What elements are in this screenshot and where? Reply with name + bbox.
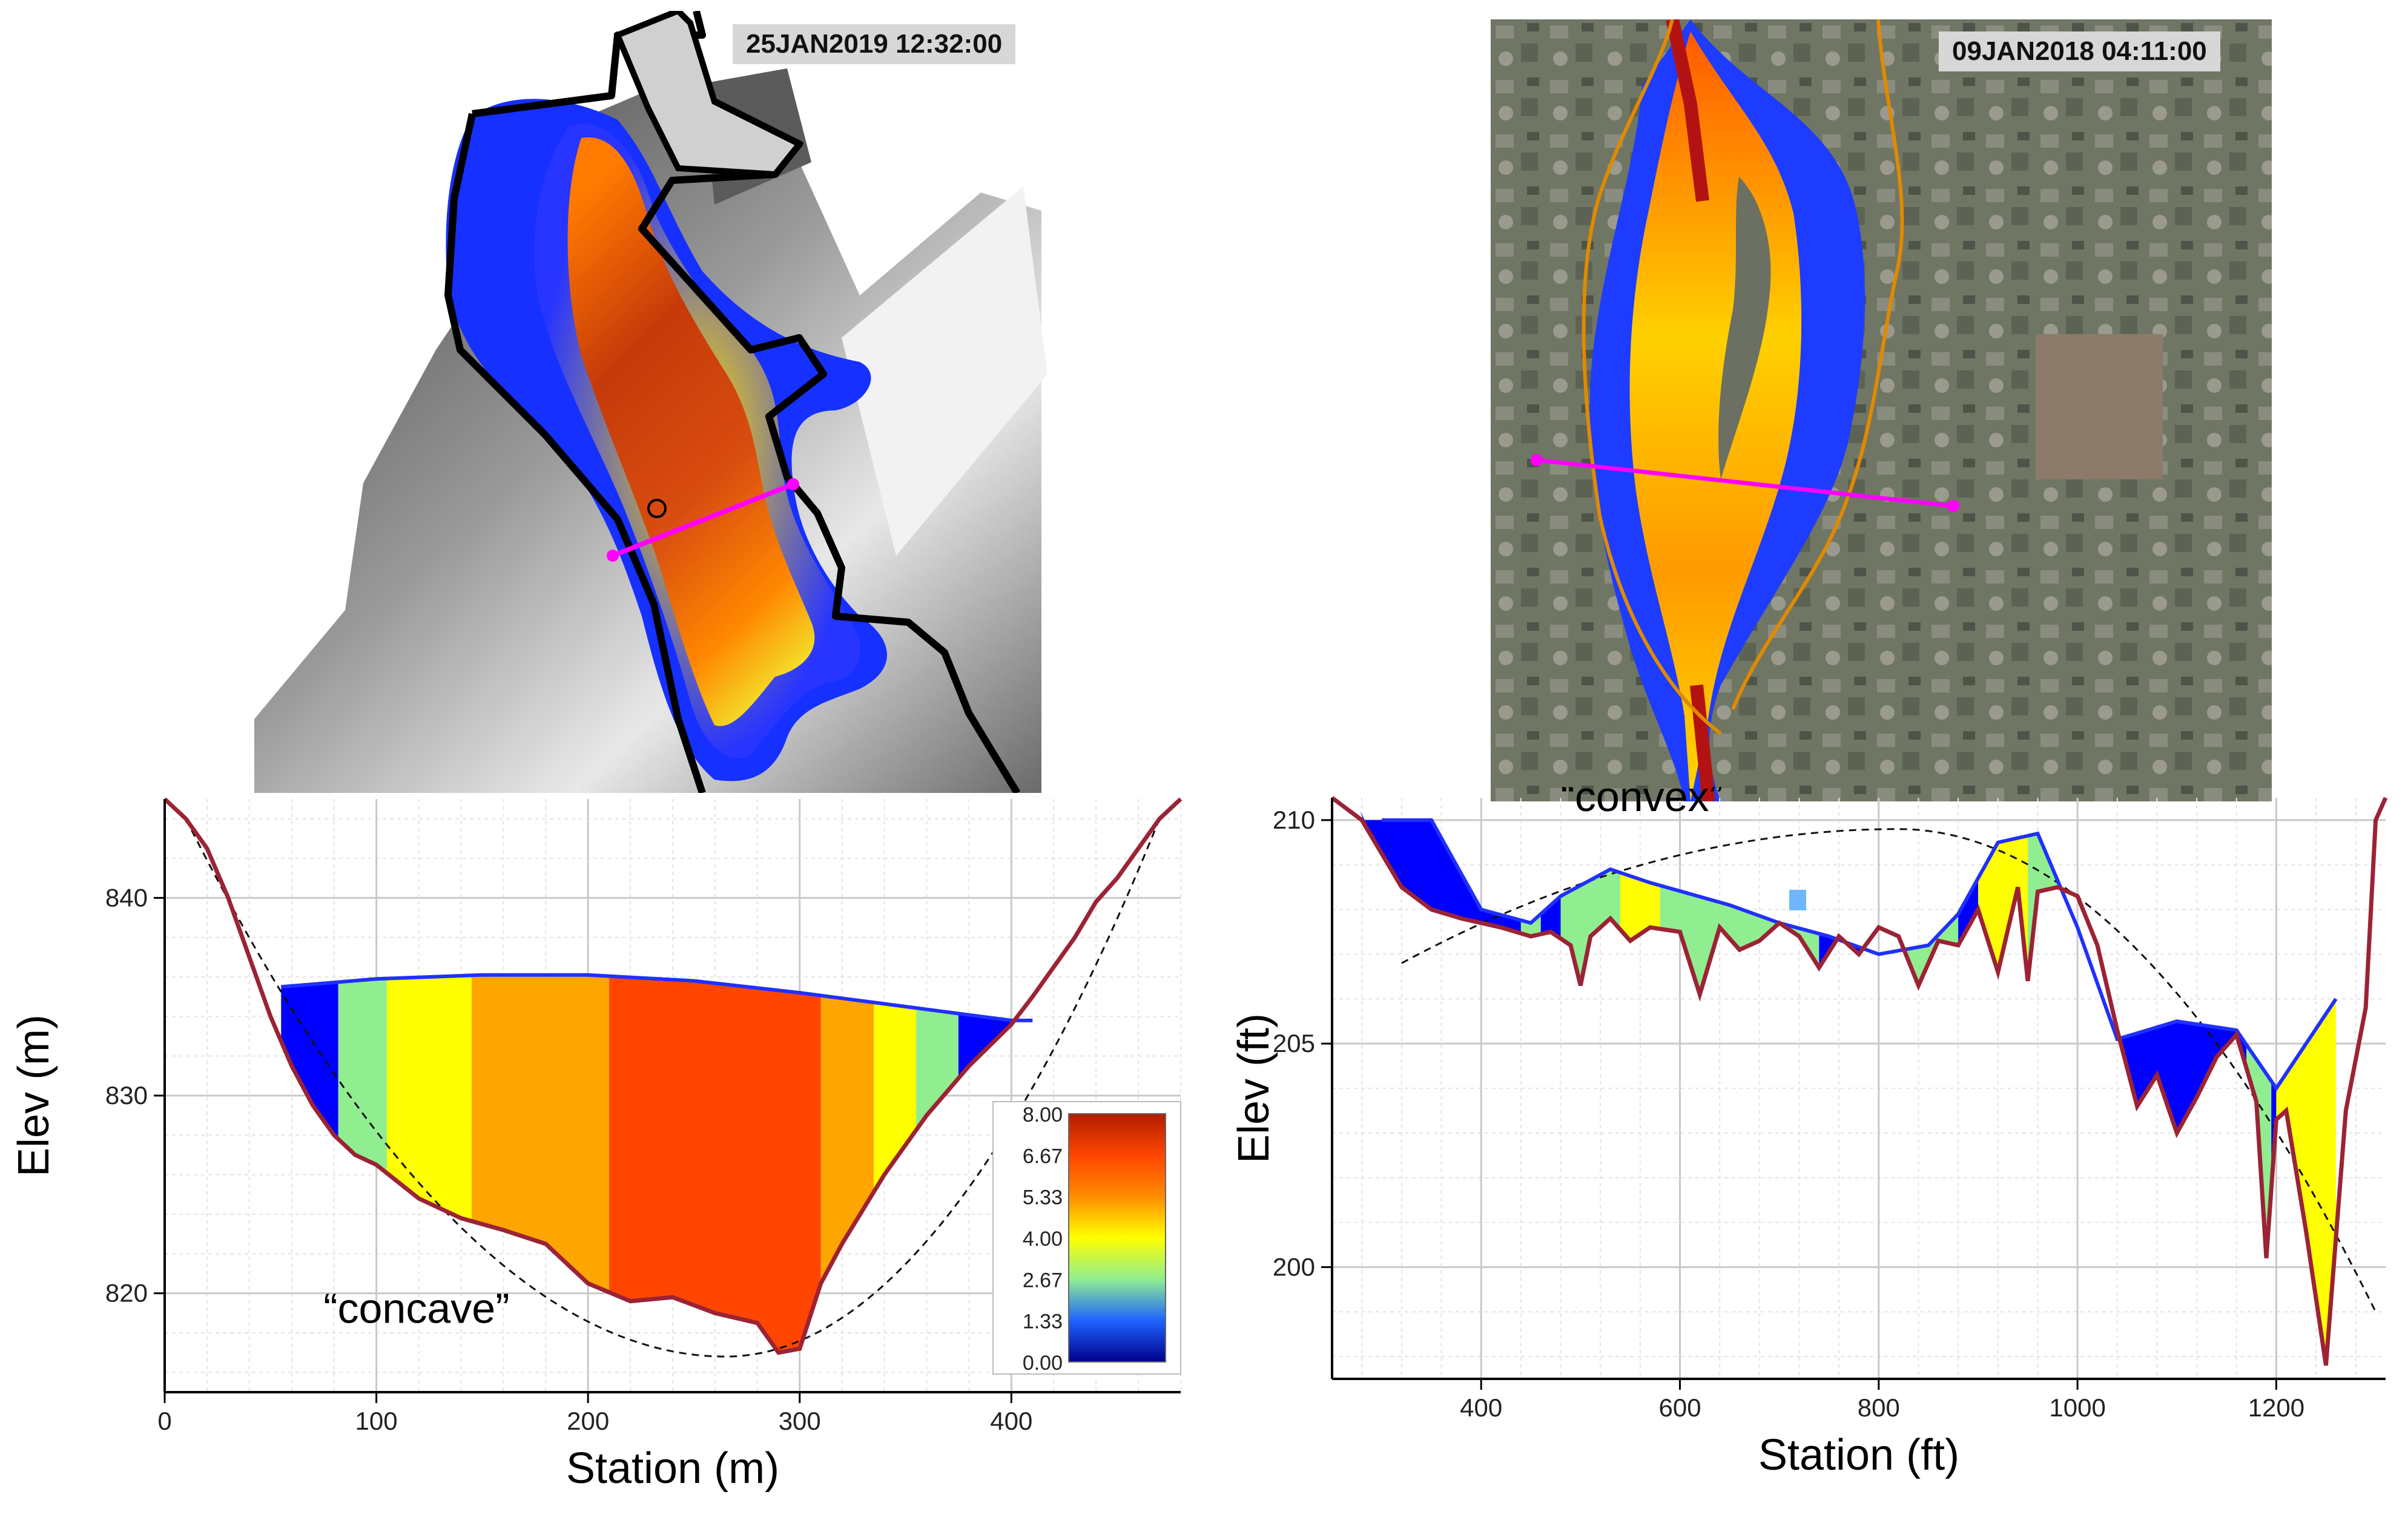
x-axis-label: Station (ft) bbox=[1758, 1431, 1959, 1479]
deep-channel-area bbox=[567, 137, 815, 726]
depth-band bbox=[1560, 869, 1621, 984]
depth-band bbox=[2067, 892, 2117, 1030]
profile-start-point[interactable] bbox=[1531, 454, 1543, 466]
y-tick-label: 820 bbox=[105, 1279, 148, 1307]
depth-band bbox=[874, 1002, 917, 1192]
timestamp-left: 25JAN2019 12:32:00 bbox=[733, 24, 1016, 64]
depth-band bbox=[609, 976, 821, 1353]
island-bar bbox=[1718, 177, 1771, 479]
cross-section-chart-right: 400 600 800 1000 1200 200 205 210 “convex” Stat… bbox=[1235, 787, 2388, 1479]
legend-label: 8.00 bbox=[1023, 1103, 1063, 1126]
flood-boundary-line bbox=[1582, 19, 1904, 735]
deep-thread-top bbox=[1666, 19, 1709, 202]
y-tick-label: 205 bbox=[1273, 1029, 1315, 1057]
depth-band bbox=[916, 1008, 958, 1131]
x-tick-label: 0 bbox=[157, 1407, 171, 1435]
inactive-area-block bbox=[613, 11, 804, 178]
x-tick-label: 200 bbox=[567, 1407, 609, 1435]
depth-map-right-graphic bbox=[1491, 19, 2272, 801]
profile-lines bbox=[1330, 796, 2388, 1366]
depth-band bbox=[387, 975, 472, 1221]
depth-map-right: 09JAN2018 04:11:00 bbox=[1491, 19, 2272, 801]
aerial-field bbox=[2036, 334, 2163, 479]
legend-label: 0.00 bbox=[1023, 1352, 1063, 1375]
profile-start-point[interactable] bbox=[607, 550, 619, 562]
depth-map-left-graphic bbox=[254, 11, 1047, 793]
x-tick-label: 1200 bbox=[2248, 1393, 2304, 1422]
depth-band bbox=[281, 982, 338, 1139]
legend-label: 5.33 bbox=[1023, 1186, 1063, 1209]
timestamp-right: 09JAN2018 04:11:00 bbox=[1939, 31, 2220, 71]
terrain-highlight bbox=[842, 186, 1047, 556]
ground-profile-line bbox=[163, 797, 1183, 1355]
depth-band bbox=[1660, 885, 1819, 994]
legend-label: 2.67 bbox=[1023, 1269, 1063, 1292]
x-tick-label: 1000 bbox=[2049, 1393, 2105, 1422]
legend-label: 4.00 bbox=[1023, 1228, 1063, 1251]
x-tick-label: 400 bbox=[1460, 1393, 1502, 1422]
reference-curve bbox=[185, 818, 1161, 1358]
y-tick-label: 210 bbox=[1273, 806, 1315, 834]
probe-marker[interactable] bbox=[647, 499, 667, 518]
x-tick-label: 400 bbox=[990, 1407, 1032, 1435]
y-tick-label: 830 bbox=[105, 1081, 148, 1110]
legend-label: 6.67 bbox=[1023, 1145, 1063, 1168]
profile-end-point[interactable] bbox=[787, 478, 799, 490]
profile-line[interactable] bbox=[1536, 458, 1954, 508]
x-tick-label: 100 bbox=[355, 1407, 398, 1435]
axes: 0 100 200 300 400 820 830 840 bbox=[105, 799, 1181, 1435]
legend-label: 1.33 bbox=[1023, 1310, 1063, 1333]
x-tick-label: 300 bbox=[779, 1407, 821, 1435]
depth-band bbox=[820, 995, 874, 1284]
water-surface-line bbox=[1382, 818, 2338, 1092]
profile-line[interactable] bbox=[612, 482, 794, 558]
depth-band bbox=[1620, 872, 1660, 941]
cross-section-chart-left: 0 100 200 300 400 820 830 840 8.00 6.67 5.33 4.00 2… bbox=[10, 797, 1183, 1493]
depth-band bbox=[2117, 1021, 2247, 1130]
profile-end-point[interactable] bbox=[1947, 500, 1959, 512]
concave-annotation: “concave” bbox=[323, 1285, 509, 1332]
water-surface-line bbox=[281, 973, 1033, 1022]
y-tick-label: 200 bbox=[1273, 1252, 1315, 1281]
depth-band bbox=[471, 975, 610, 1293]
x-axis-label: Station (m) bbox=[566, 1444, 779, 1493]
ground-profile-line bbox=[1330, 796, 2388, 1366]
depth-bands bbox=[1351, 798, 2336, 1363]
y-tick-label: 840 bbox=[105, 883, 148, 912]
axes: 400 600 800 1000 1200 200 205 210 bbox=[1273, 798, 2386, 1422]
legend-colorbar bbox=[1068, 1113, 1166, 1363]
y-axis-label: Elev (ft) bbox=[1235, 1013, 1278, 1163]
reference-curve bbox=[1401, 828, 2377, 1312]
depth-band bbox=[338, 978, 388, 1174]
deep-thread-bottom bbox=[1690, 684, 1715, 801]
depth-band bbox=[1958, 878, 1978, 945]
y-axis-label: Elev (m) bbox=[10, 1014, 58, 1177]
depth-map-left: 25JAN2019 12:32:00 bbox=[254, 11, 1090, 793]
grid bbox=[1332, 798, 2386, 1379]
depth-band bbox=[2246, 1045, 2272, 1258]
x-tick-label: 600 bbox=[1658, 1393, 1701, 1422]
depth-band bbox=[1878, 914, 1959, 986]
profile-lines bbox=[163, 797, 1183, 1358]
depth-legend: 8.00 6.67 5.33 4.00 2.67 1.33 0.00 bbox=[992, 1101, 1181, 1375]
convex-annotation: “convex” bbox=[1561, 787, 1723, 820]
probe-marker bbox=[1789, 890, 1806, 910]
depth-band bbox=[1351, 798, 1521, 933]
x-tick-label: 800 bbox=[1858, 1393, 1900, 1422]
depth-band bbox=[1540, 896, 1561, 939]
